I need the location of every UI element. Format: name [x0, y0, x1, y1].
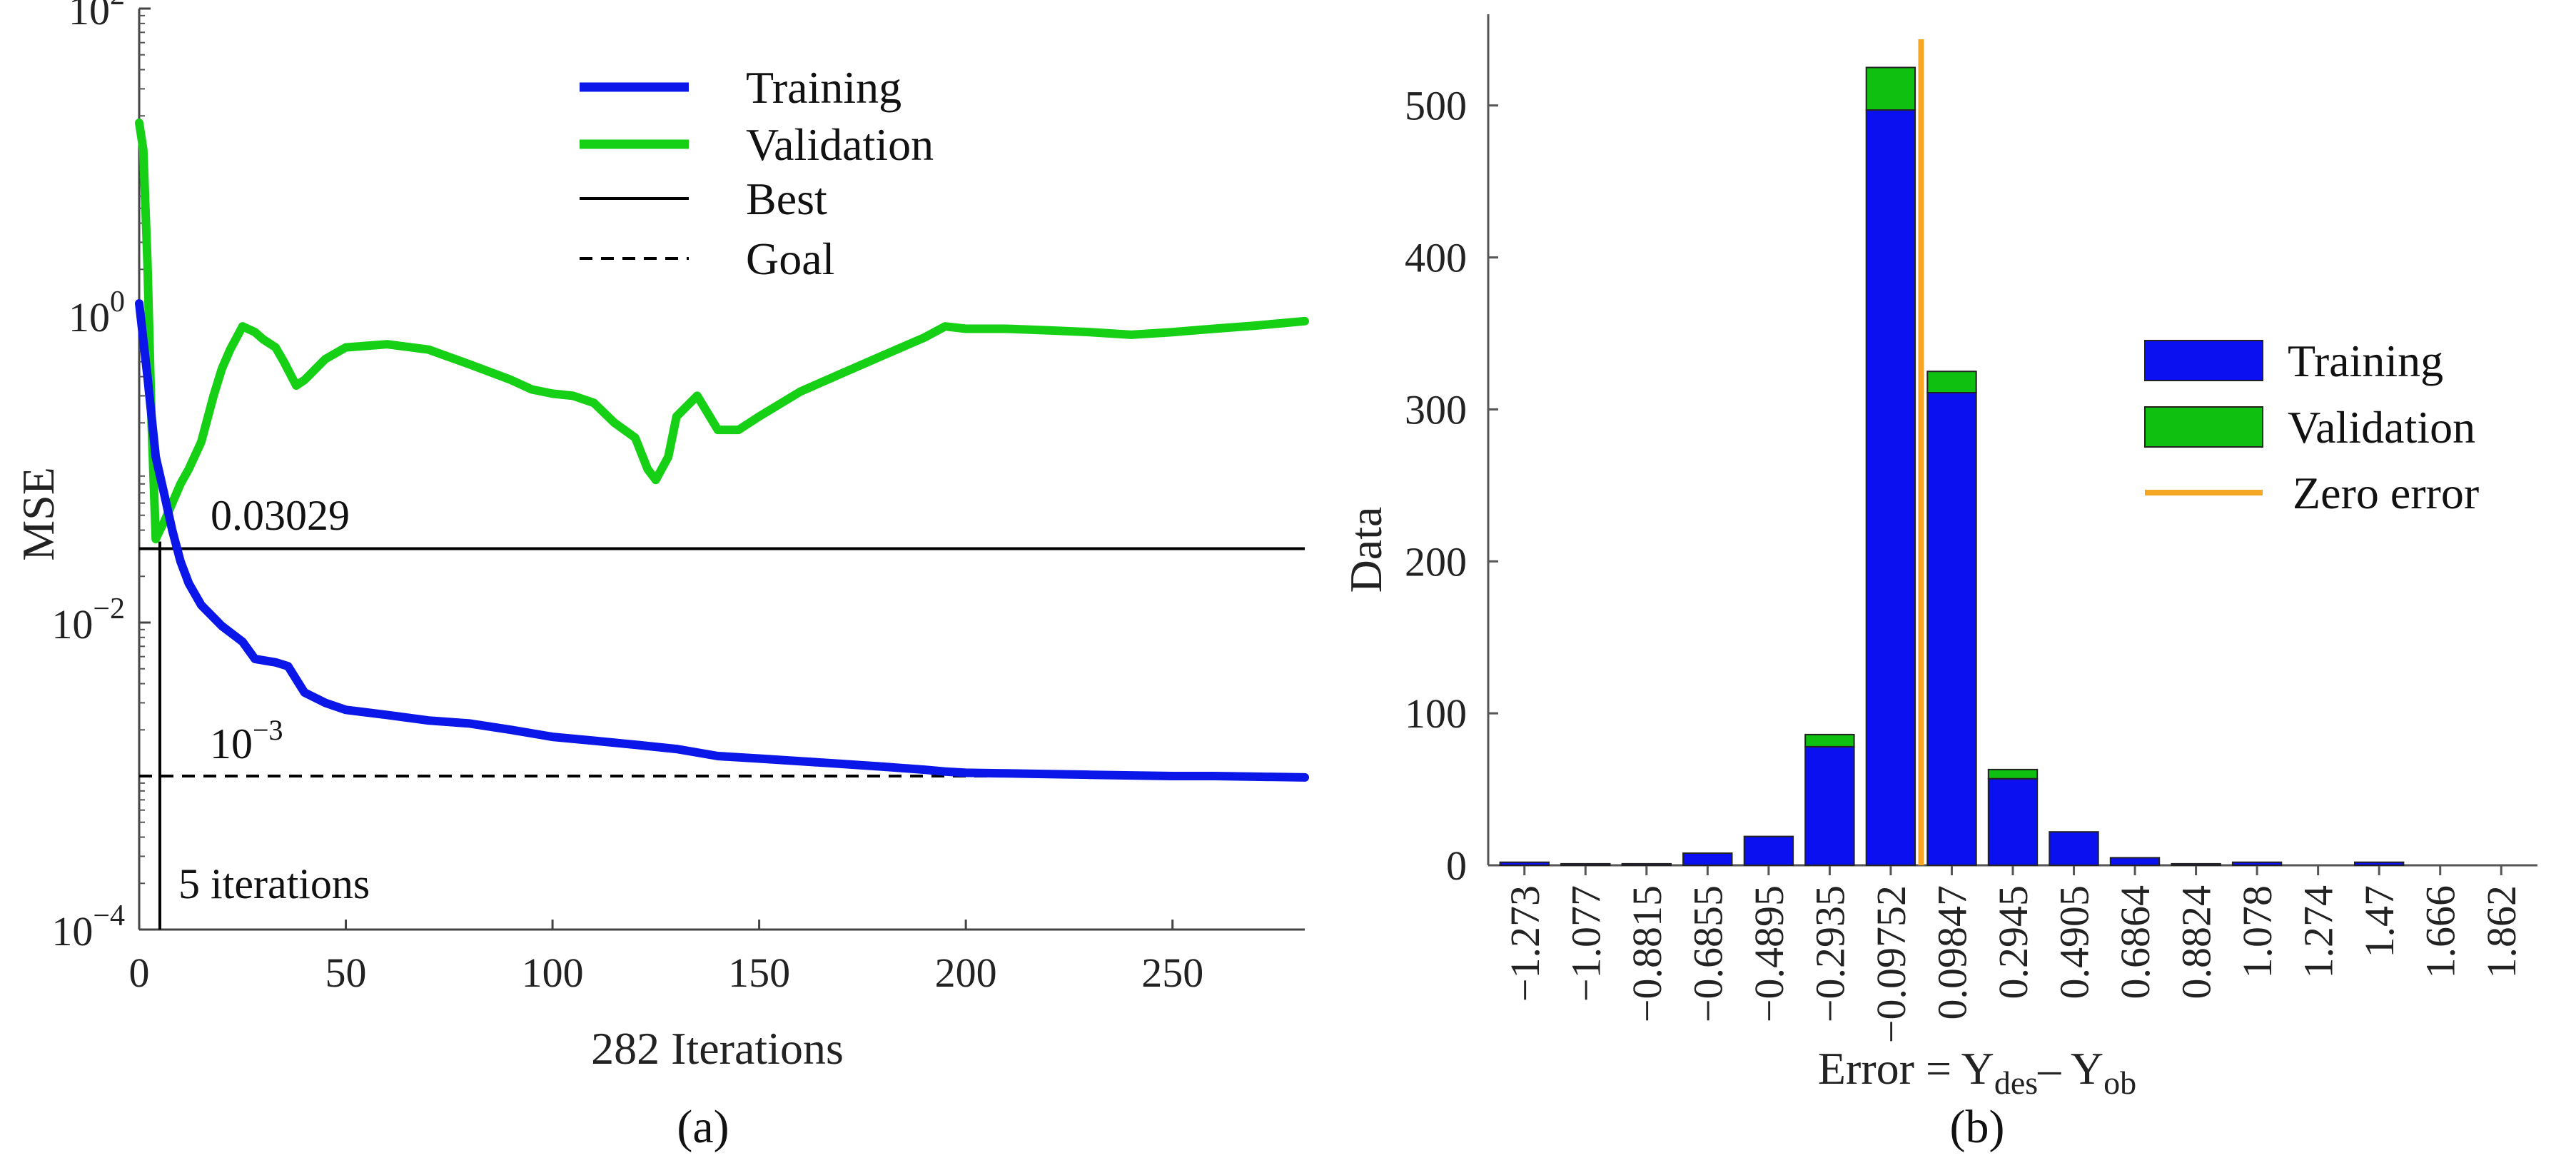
- panel-b-x-tick-label: 1.666: [2418, 885, 2464, 979]
- best-iterations-label: 5 iterations: [178, 860, 370, 907]
- panel-b-x-tick-label: −0.09752: [1868, 885, 1914, 1043]
- panel-b-x-tick-label: −0.8815: [1624, 885, 1670, 1022]
- panel-a-x-tick-label: 200: [935, 950, 997, 996]
- panel-a-x-tick-label: 100: [522, 950, 584, 996]
- panel-a-axes: 102 100 10−2 10−40 50 100 150 200 250: [51, 0, 1305, 996]
- legend-label-training: Training: [746, 62, 901, 113]
- panel-a-y-tick-label: 10−4: [51, 900, 125, 955]
- panel-b-x-tick-label: 1.078: [2234, 885, 2280, 979]
- bar-training: [1926, 392, 1977, 866]
- bar-training: [1682, 852, 1733, 866]
- panel-b-x-tick-label: 0.4905: [2051, 885, 2098, 1000]
- panel-b-y-tick-label: 300: [1405, 386, 1467, 433]
- panel-b-x-tick-label: 0.2945: [1990, 885, 2036, 1000]
- panel-b-y-tick-label: 500: [1405, 83, 1467, 129]
- series-line-validation: [135, 119, 1309, 543]
- panel-b-error-histogram: 0 100 200 300 400 500 −1.273 −1.077 −0.8815 −0.68…: [1340, 14, 2537, 1153]
- panel-a-xlabel: 282 Iterations: [591, 1023, 844, 1074]
- panel-a-x-tick-label: 150: [728, 950, 790, 996]
- bar-training: [2171, 862, 2221, 867]
- panel-a-caption: (a): [677, 1101, 729, 1153]
- panel-b-x-tick-label: 1.862: [2478, 885, 2525, 979]
- panel-b-xlabel: Error = Ydes– Yob: [1818, 1043, 2136, 1101]
- panel-b-x-tick-label: −0.4895: [1746, 885, 1792, 1022]
- panel-b-x-tick-label: −1.273: [1502, 885, 1548, 1002]
- panel-b-x-tick-label: 0.8824: [2173, 885, 2220, 1000]
- bar-training: [1560, 862, 1611, 867]
- panel-b-x-tick-label: −0.6855: [1684, 885, 1731, 1022]
- bar-training: [1499, 861, 1550, 866]
- bar-validation: [1804, 733, 1855, 747]
- legend-label-validation: Validation: [746, 119, 934, 170]
- bar-validation: [1987, 768, 2039, 780]
- panel-a-x-tick-label: 0: [129, 950, 150, 996]
- legend-label-zero-error: Zero error: [2293, 468, 2479, 518]
- goal-label: 10−3: [210, 714, 283, 767]
- bar-training: [2109, 857, 2161, 867]
- bar-training: [2231, 861, 2283, 866]
- bar-validation: [1865, 66, 1916, 111]
- bar-training: [2354, 861, 2405, 866]
- panel-b-x-tick-label: −0.2935: [1807, 885, 1853, 1022]
- panel-b-ylabel: Data: [1340, 507, 1391, 593]
- panel-a-x-tick-label: 250: [1141, 950, 1203, 996]
- panel-b-y-tick-label: 0: [1446, 842, 1467, 889]
- panel-b-x-tick-label: −1.077: [1562, 885, 1609, 1002]
- panel-a-y-tick-label: 10−2: [51, 593, 125, 648]
- panel-b-y-tick-label: 200: [1405, 538, 1467, 585]
- legend-label-best: Best: [746, 173, 827, 224]
- best-value-label: 0.03029: [211, 492, 350, 539]
- panel-b-y-tick-label: 400: [1405, 235, 1467, 281]
- panel-b-legend: Training Validation Zero error: [2144, 336, 2479, 518]
- panel-a-ylabel: MSE: [13, 467, 64, 561]
- legend-label-validation: Validation: [2288, 402, 2475, 453]
- bar-validation: [1926, 371, 1977, 394]
- legend-label-goal: Goal: [746, 233, 834, 284]
- panel-b-x-tick-label: 1.47: [2356, 885, 2403, 958]
- legend-swatch-validation: [2144, 406, 2263, 448]
- panel-b-axes: 0 100 200 300 400 500 −1.273 −1.077 −0.8815 −0.68…: [1405, 14, 2537, 1043]
- bar-training: [1987, 777, 2039, 866]
- bar-training: [2049, 831, 2099, 866]
- legend-label-training: Training: [2288, 336, 2443, 386]
- series-line-training: [135, 299, 1309, 782]
- panel-a-y-tick-label: 100: [69, 286, 125, 341]
- bar-training: [1804, 746, 1855, 866]
- panel-a-mse-plot: 102 100 10−2 10−40 50 100 150 200 250 Training Va…: [13, 0, 1309, 1153]
- panel-b-x-tick-label: 0.6864: [2112, 885, 2158, 1000]
- bar-training: [1743, 835, 1794, 866]
- panel-b-caption: (b): [1950, 1101, 2005, 1153]
- panel-b-y-tick-label: 100: [1405, 690, 1467, 737]
- bar-training: [1865, 109, 1916, 867]
- legend-swatch-training: [2144, 340, 2263, 381]
- panel-a-y-tick-label: 102: [69, 0, 125, 34]
- panel-a-x-tick-label: 50: [325, 950, 367, 996]
- bar-training: [1621, 862, 1672, 867]
- panel-b-x-tick-label: 1.274: [2295, 885, 2342, 979]
- panel-b-x-tick-label: 0.09847: [1929, 885, 1975, 1020]
